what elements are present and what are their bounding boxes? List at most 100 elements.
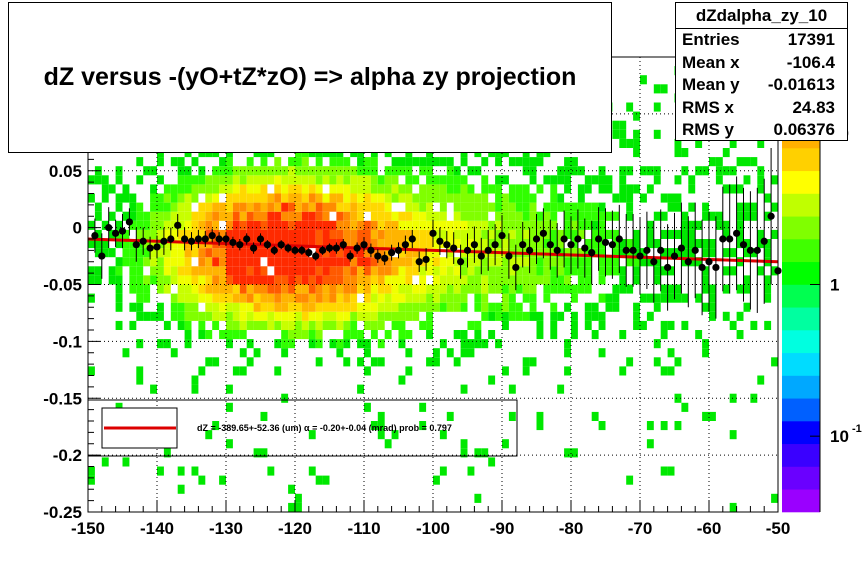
profile-point [739, 241, 748, 249]
heatmap-cell [143, 275, 151, 285]
heatmap-cell [536, 275, 544, 285]
heatmap-cell [163, 266, 171, 276]
heatmap-cell [315, 184, 323, 194]
heatmap-cell [184, 257, 192, 267]
heatmap-cell [191, 184, 199, 194]
heatmap-cell [226, 157, 233, 167]
heatmap-cell [301, 229, 309, 239]
y-tick-label: -0.15 [43, 389, 82, 408]
heatmap-cell [157, 311, 164, 321]
heatmap-cell [136, 275, 144, 285]
heatmap-cell [343, 320, 351, 330]
heatmap-cell [522, 229, 530, 239]
heatmap-cell [350, 275, 358, 285]
heatmap-cell [157, 466, 164, 476]
heatmap-cell [488, 184, 496, 194]
heatmap-cell [232, 302, 240, 312]
heatmap-cell [619, 366, 627, 376]
heatmap-cell [239, 275, 247, 285]
heatmap-cell [350, 220, 358, 230]
heatmap-cell [246, 175, 254, 185]
heatmap-cell [564, 248, 571, 258]
heatmap-cell [315, 175, 323, 185]
heatmap-cell [577, 184, 585, 194]
heatmap-cell [508, 202, 516, 212]
heatmap-cell [515, 211, 523, 221]
heatmap-cell [226, 193, 233, 203]
heatmap-cell [384, 202, 392, 212]
heatmap-cell [757, 239, 765, 249]
profile-point [588, 249, 596, 257]
heatmap-cell [529, 202, 537, 212]
heatmap-cell [350, 211, 358, 221]
heatmap-cell [419, 275, 427, 285]
heatmap-cell [246, 193, 254, 203]
heatmap-cell [260, 220, 268, 230]
heatmap-cell [108, 184, 116, 194]
heatmap-cell [274, 302, 282, 312]
heatmap-cell [274, 248, 282, 258]
heatmap-cell [550, 193, 558, 203]
heatmap-cell [405, 330, 413, 340]
heatmap-cell [446, 266, 454, 276]
heatmap-cell [474, 229, 482, 239]
heatmap-cell [481, 211, 489, 221]
heatmap-cell [495, 193, 502, 203]
heatmap-cell [515, 184, 523, 194]
heatmap-cell [419, 302, 427, 312]
heatmap-cell [722, 148, 730, 158]
heatmap-cell [633, 148, 640, 158]
heatmap-cell [157, 220, 164, 230]
heatmap-cell [184, 284, 192, 294]
profile-point [601, 238, 610, 247]
heatmap-cell [163, 257, 171, 267]
heatmap-cell [163, 275, 171, 285]
heatmap-cell [115, 202, 123, 212]
heatmap-cell [633, 111, 640, 121]
heatmap-cell [170, 257, 178, 267]
heatmap-cell [301, 193, 309, 203]
heatmap-cell [239, 202, 247, 212]
heatmap-cell [157, 302, 164, 312]
heatmap-cell [163, 211, 171, 221]
heatmap-cell [702, 284, 709, 294]
heatmap-cell [419, 229, 427, 239]
heatmap-cell [577, 202, 585, 212]
heatmap-cell [709, 302, 716, 312]
heatmap-cell [281, 193, 289, 203]
heatmap-cell [143, 166, 151, 176]
heatmap-cell [281, 202, 289, 212]
heatmap-cell [612, 129, 620, 139]
heatmap-cell [398, 375, 406, 385]
heatmap-cell [446, 220, 454, 230]
heatmap-cell [495, 275, 502, 285]
heatmap-cell [564, 229, 571, 239]
heatmap-cell [398, 275, 406, 285]
heatmap-cell [702, 411, 709, 421]
heatmap-cell [288, 193, 295, 203]
heatmap-cell [212, 229, 220, 239]
heatmap-cell [508, 184, 516, 194]
heatmap-cell [101, 220, 109, 230]
heatmap-cell [591, 211, 599, 221]
heatmap-cell [522, 293, 530, 303]
profile-point [519, 241, 527, 249]
heatmap-cell [364, 339, 371, 349]
heatmap-cell [308, 320, 316, 330]
heatmap-cell [543, 239, 551, 249]
heatmap-cell [591, 202, 599, 212]
heatmap-cell [467, 229, 475, 239]
heatmap-cell [460, 384, 468, 394]
heatmap-cell [288, 211, 295, 221]
heatmap-cell [88, 275, 95, 285]
heatmap-cell [633, 138, 640, 148]
heatmap-cell [433, 266, 440, 276]
heatmap-cell [329, 157, 337, 167]
heatmap-cell [536, 421, 544, 431]
heatmap-cell [612, 248, 620, 258]
heatmap-cell [398, 248, 406, 258]
heatmap-cell [681, 402, 689, 412]
heatmap-cell [433, 220, 440, 230]
palette-swatch [782, 330, 820, 354]
heatmap-cell [357, 193, 364, 203]
